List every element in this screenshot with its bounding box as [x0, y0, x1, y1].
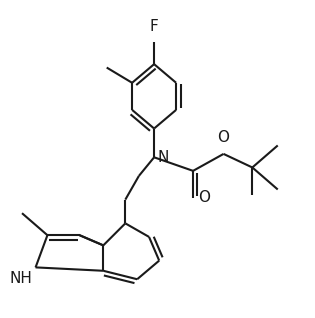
Text: N: N [158, 150, 169, 165]
Text: O: O [218, 130, 230, 145]
Text: O: O [198, 190, 210, 205]
Text: F: F [150, 19, 158, 34]
Text: NH: NH [9, 271, 32, 286]
